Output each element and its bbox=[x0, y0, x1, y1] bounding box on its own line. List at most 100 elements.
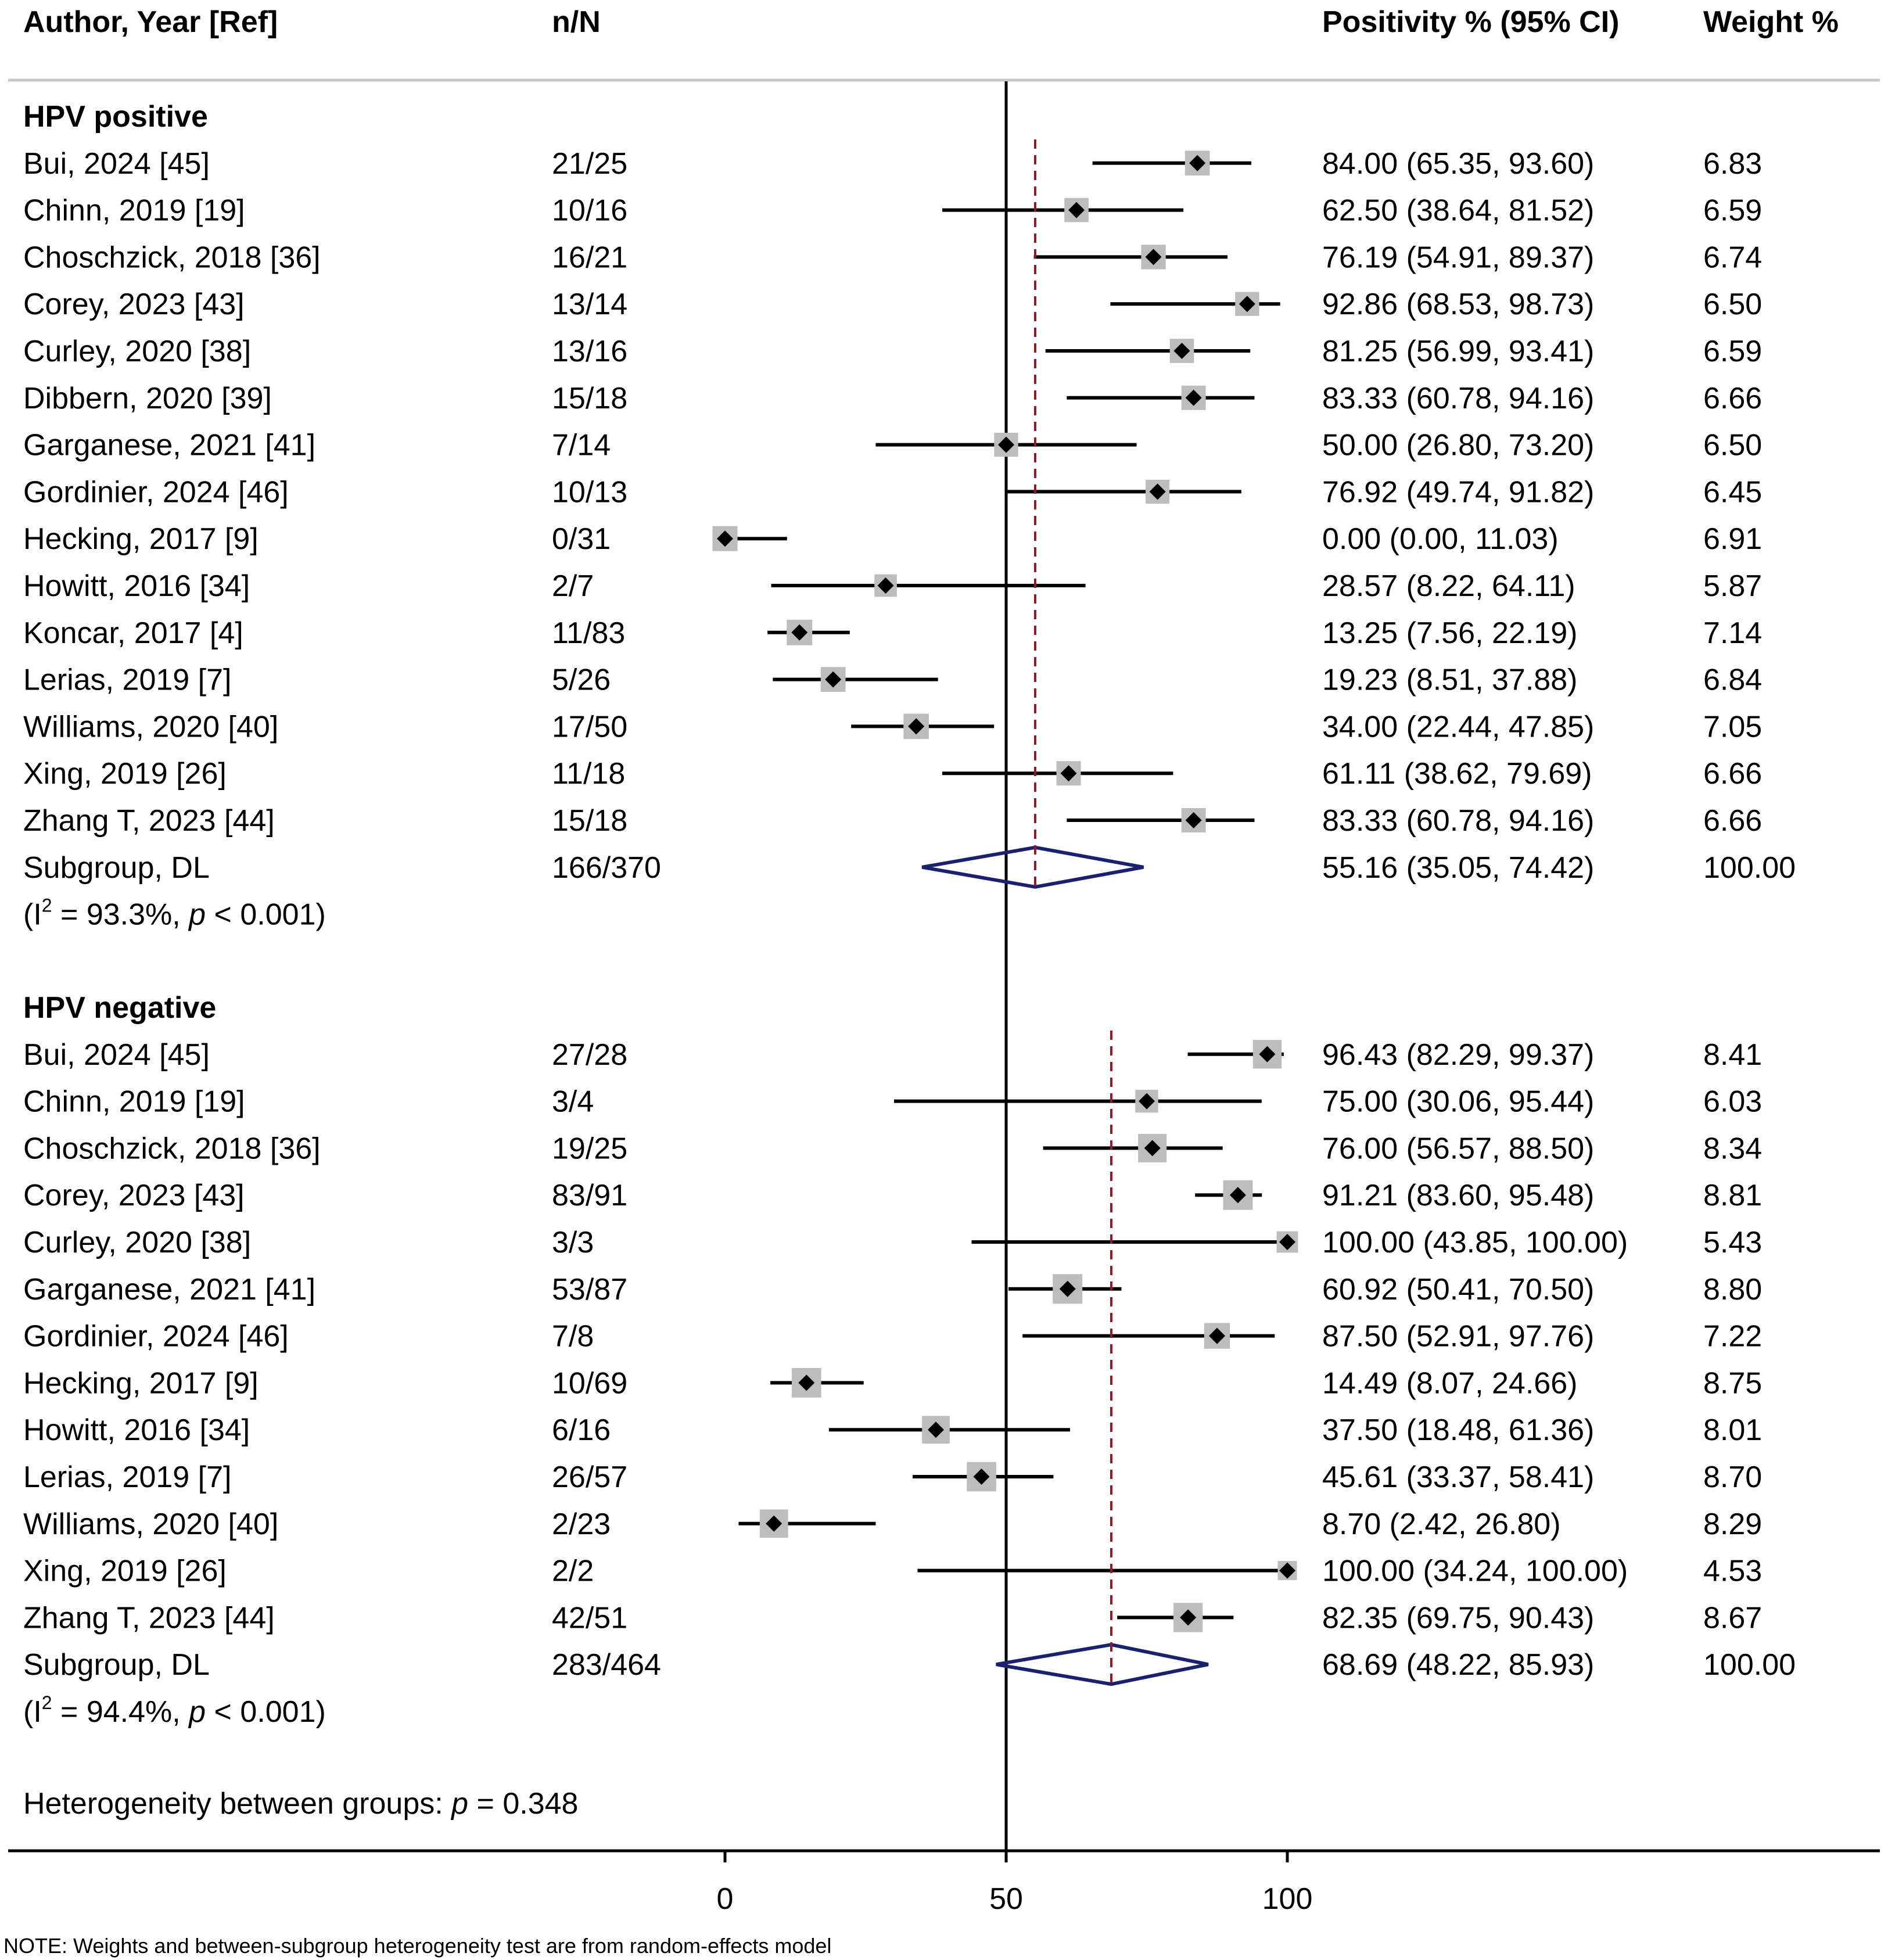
study-ci-text: 83.33 (60.78, 94.16) bbox=[1322, 804, 1594, 838]
study-nN: 15/18 bbox=[552, 382, 627, 415]
study-nN: 10/13 bbox=[552, 475, 627, 509]
point-estimate bbox=[1180, 1609, 1197, 1626]
study-ci-text: 96.43 (82.29, 99.37) bbox=[1322, 1038, 1594, 1072]
study-nN: 26/57 bbox=[552, 1460, 627, 1494]
study-weight: 6.59 bbox=[1703, 194, 1762, 228]
study-weight: 6.84 bbox=[1703, 663, 1762, 697]
study-weight: 7.14 bbox=[1703, 616, 1762, 650]
study-nN: 10/16 bbox=[552, 194, 627, 228]
study-ci-text: 37.50 (18.48, 61.36) bbox=[1322, 1413, 1594, 1447]
header-nN: n/N bbox=[552, 5, 601, 39]
study-nN: 3/4 bbox=[552, 1085, 594, 1119]
summary-nN: 283/464 bbox=[552, 1648, 661, 1682]
study-ci-text: 91.21 (83.60, 95.48) bbox=[1322, 1179, 1594, 1212]
study-nN: 3/3 bbox=[552, 1226, 594, 1259]
study-author: Zhang T, 2023 [44] bbox=[23, 804, 275, 838]
study-weight: 8.34 bbox=[1703, 1132, 1762, 1165]
study-author: Xing, 2019 [26] bbox=[23, 757, 227, 791]
study-weight: 6.66 bbox=[1703, 382, 1762, 415]
study-ci-text: 13.25 (7.56, 22.19) bbox=[1322, 616, 1577, 650]
study-weight: 8.70 bbox=[1703, 1460, 1762, 1494]
summary-label: Subgroup, DL bbox=[23, 1648, 210, 1682]
point-estimate bbox=[1185, 389, 1202, 406]
study-nN: 7/8 bbox=[552, 1320, 594, 1354]
study-nN: 13/14 bbox=[552, 288, 627, 321]
study-ci-text: 28.57 (8.22, 64.11) bbox=[1322, 569, 1575, 603]
study-author: Curley, 2020 [38] bbox=[23, 335, 251, 368]
study-ci-text: 60.92 (50.41, 70.50) bbox=[1322, 1273, 1594, 1306]
study-weight: 6.50 bbox=[1703, 429, 1762, 462]
study-weight: 6.03 bbox=[1703, 1085, 1762, 1119]
group-title: HPV negative bbox=[23, 991, 216, 1025]
study-author: Bui, 2024 [45] bbox=[23, 1038, 210, 1072]
header-estimate: Positivity % (95% CI) bbox=[1322, 5, 1619, 39]
study-ci-text: 75.00 (30.06, 95.44) bbox=[1322, 1085, 1594, 1119]
study-ci-text: 84.00 (65.35, 93.60) bbox=[1322, 147, 1594, 181]
study-author: Hecking, 2017 [9] bbox=[23, 522, 259, 556]
study-nN: 15/18 bbox=[552, 804, 627, 838]
study-weight: 6.59 bbox=[1703, 335, 1762, 368]
study-ci-text: 100.00 (34.24, 100.00) bbox=[1322, 1555, 1628, 1588]
study-weight: 7.05 bbox=[1703, 710, 1762, 744]
point-estimate bbox=[1149, 483, 1166, 500]
study-weight: 6.91 bbox=[1703, 522, 1762, 556]
study-ci-text: 61.11 (38.62, 79.69) bbox=[1322, 757, 1592, 791]
study-author: Corey, 2023 [43] bbox=[23, 1179, 245, 1212]
between-group-heterogeneity: Heterogeneity between groups: p = 0.348 bbox=[23, 1787, 578, 1821]
study-weight: 8.67 bbox=[1703, 1601, 1762, 1635]
point-estimate bbox=[766, 1515, 783, 1532]
x-tick-label: 50 bbox=[989, 1882, 1023, 1916]
study-author: Hecking, 2017 [9] bbox=[23, 1366, 259, 1400]
study-weight: 7.22 bbox=[1703, 1320, 1762, 1354]
x-tick-label: 100 bbox=[1262, 1882, 1313, 1916]
study-weight: 8.80 bbox=[1703, 1273, 1762, 1306]
study-nN: 5/26 bbox=[552, 663, 611, 697]
study-nN: 42/51 bbox=[552, 1601, 627, 1635]
study-author: Zhang T, 2023 [44] bbox=[23, 1601, 275, 1635]
study-nN: 11/83 bbox=[552, 616, 625, 650]
point-estimate bbox=[1060, 765, 1077, 782]
point-estimate bbox=[1209, 1327, 1225, 1344]
point-estimate bbox=[1279, 1562, 1295, 1579]
point-estimate bbox=[1068, 202, 1085, 218]
study-nN: 16/21 bbox=[552, 240, 627, 274]
study-ci-text: 100.00 (43.85, 100.00) bbox=[1322, 1226, 1628, 1259]
point-estimate bbox=[1189, 155, 1206, 171]
study-author: Garganese, 2021 [41] bbox=[23, 429, 315, 462]
study-author: Corey, 2023 [43] bbox=[23, 288, 245, 321]
study-nN: 21/25 bbox=[552, 147, 627, 181]
study-weight: 8.29 bbox=[1703, 1507, 1762, 1541]
study-author: Garganese, 2021 [41] bbox=[23, 1273, 315, 1306]
study-ci-text: 87.50 (52.91, 97.76) bbox=[1322, 1320, 1594, 1354]
point-estimate bbox=[825, 671, 842, 688]
study-ci-text: 76.92 (49.74, 91.82) bbox=[1322, 475, 1594, 509]
study-ci-text: 8.70 (2.42, 26.80) bbox=[1322, 1507, 1561, 1541]
study-weight: 4.53 bbox=[1703, 1555, 1762, 1588]
study-nN: 2/23 bbox=[552, 1507, 611, 1541]
study-author: Lerias, 2019 [7] bbox=[23, 663, 231, 697]
study-nN: 27/28 bbox=[552, 1038, 627, 1072]
point-estimate bbox=[1259, 1046, 1276, 1062]
pooled-diamond bbox=[996, 1643, 1209, 1686]
subgroup-heterogeneity: (I2 = 94.4%, p < 0.001) bbox=[23, 1692, 326, 1729]
study-ci-text: 45.61 (33.37, 58.41) bbox=[1322, 1460, 1594, 1494]
study-author: Williams, 2020 [40] bbox=[23, 710, 278, 744]
study-weight: 6.66 bbox=[1703, 757, 1762, 791]
study-author: Lerias, 2019 [7] bbox=[23, 1460, 231, 1494]
point-estimate bbox=[1185, 812, 1202, 828]
study-author: Chinn, 2019 [19] bbox=[23, 194, 245, 228]
study-nN: 0/31 bbox=[552, 522, 611, 556]
study-ci-text: 76.19 (54.91, 89.37) bbox=[1322, 240, 1594, 274]
pooled-diamond bbox=[921, 845, 1144, 889]
study-author: Howitt, 2016 [34] bbox=[23, 569, 250, 603]
point-estimate bbox=[1059, 1280, 1076, 1297]
footnote: NOTE: Weights and between-subgroup heter… bbox=[3, 1934, 831, 1958]
study-ci-text: 19.23 (8.51, 37.88) bbox=[1322, 663, 1577, 697]
study-nN: 2/7 bbox=[552, 569, 594, 603]
summary-nN: 166/370 bbox=[552, 851, 661, 885]
study-author: Chinn, 2019 [19] bbox=[23, 1085, 245, 1119]
point-estimate bbox=[1144, 1140, 1161, 1157]
group-title: HPV positive bbox=[23, 100, 208, 134]
study-author: Gordinier, 2024 [46] bbox=[23, 1320, 289, 1354]
